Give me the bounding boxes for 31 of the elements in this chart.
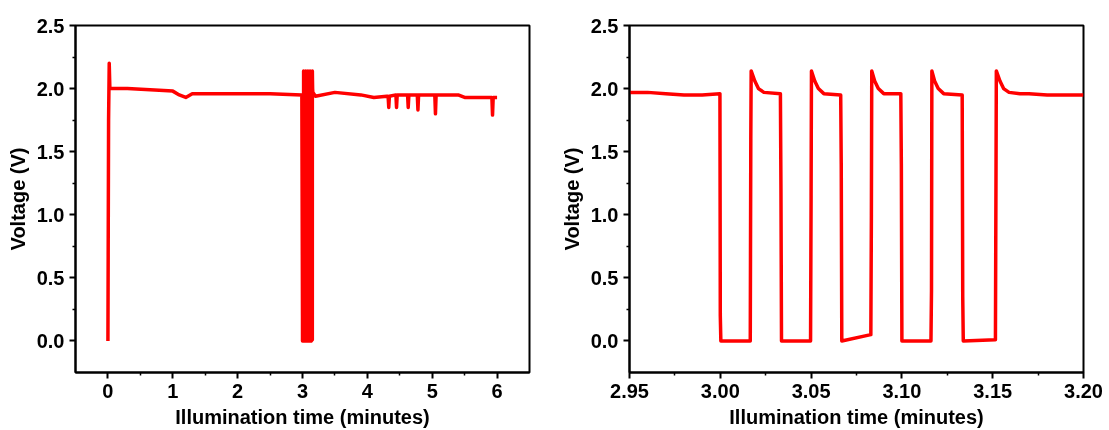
y-tick-label: 1.0 <box>36 203 65 226</box>
x-axis-title: Illumination time (minutes) <box>729 405 984 428</box>
line-series <box>629 69 1084 343</box>
x-tick-label: 0 <box>102 379 114 402</box>
x-tick-label: 3.10 <box>882 379 922 402</box>
x-tick-label: 4 <box>361 379 374 402</box>
y-tick-label: 1.0 <box>590 203 619 226</box>
x-tick-label: 2.95 <box>610 379 649 402</box>
y-axis-title: Voltage (V) <box>560 147 583 251</box>
y-tick-label: 2.0 <box>36 77 65 100</box>
x-tick-label: 3.15 <box>973 379 1013 402</box>
y-tick-label: 1.5 <box>590 140 619 163</box>
y-tick-label: 0.5 <box>36 266 65 289</box>
y-tick-label: 0.0 <box>36 329 65 352</box>
y-tick-label: 1.5 <box>36 140 65 163</box>
y-tick-label: 0.0 <box>590 329 619 352</box>
x-tick-label: 1 <box>167 379 179 402</box>
y-tick-label: 2.0 <box>590 77 619 100</box>
y-axis-title: Voltage (V) <box>6 147 29 251</box>
y-tick-label: 2.5 <box>590 14 619 37</box>
x-tick-label: 5 <box>426 379 438 402</box>
x-axis-title: Illumination time (minutes) <box>175 405 430 428</box>
y-tick-label: 0.5 <box>590 266 619 289</box>
x-tick-label: 3.00 <box>700 379 740 402</box>
x-tick-label: 3.05 <box>791 379 831 402</box>
x-tick-label: 3 <box>296 379 309 402</box>
line-series <box>106 61 499 343</box>
x-tick-label: 2 <box>232 379 244 402</box>
x-tick-label: 3.20 <box>1064 379 1103 402</box>
y-tick-label: 2.5 <box>36 14 65 37</box>
x-tick-label: 6 <box>491 379 503 402</box>
